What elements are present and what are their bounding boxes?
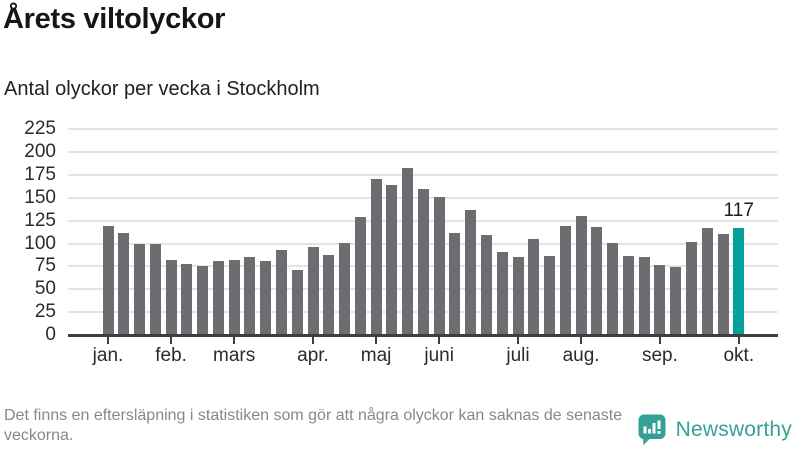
bar (339, 242, 351, 335)
bar (544, 256, 556, 335)
x-axis-tick (580, 337, 583, 344)
y-axis-tick-label: 100 (24, 232, 56, 254)
x-axis-tick (375, 337, 378, 344)
bar (701, 227, 713, 335)
chart-title: Årets viltolyckor (3, 3, 226, 35)
x-axis-month-label: feb. (155, 345, 187, 366)
bar (622, 256, 634, 335)
bar (449, 232, 461, 335)
bar (575, 216, 587, 335)
bar (638, 257, 650, 335)
x-axis-month-label: aug. (562, 345, 600, 366)
newsworthy-logo-text: Newsworthy (675, 417, 792, 441)
gridline (68, 151, 778, 154)
y-axis-tick-label: 125 (24, 209, 56, 231)
bar (323, 255, 335, 335)
x-axis-tick (312, 337, 314, 344)
x-axis-tick (233, 337, 236, 344)
bar (149, 243, 161, 335)
x-axis-month-label: juli (506, 345, 530, 366)
gridline (68, 128, 778, 131)
y-axis-tick-label: 175 (24, 163, 56, 185)
bar (386, 184, 398, 335)
bar (433, 196, 445, 335)
x-axis-tick (107, 337, 109, 344)
x-axis-month-label: juni (424, 345, 454, 366)
y-axis-tick-label: 0 (45, 324, 56, 345)
x-axis-month-label: mars (213, 345, 256, 366)
footnote: Det finns en eftersläpning i statistiken… (4, 407, 623, 444)
bar (165, 259, 177, 335)
highlight-value-label: 117 (723, 199, 754, 221)
bar (496, 251, 508, 335)
bar (197, 266, 209, 335)
x-axis-month-label: maj (360, 345, 392, 366)
bar (591, 227, 603, 335)
x-axis-tick (737, 337, 740, 344)
bar (528, 238, 540, 335)
y-axis-tick-label: 25 (34, 301, 56, 323)
y-axis-tick-label: 50 (34, 278, 56, 300)
x-axis-tick (170, 337, 173, 344)
x-axis-tick (438, 337, 441, 344)
y-axis-tick-label: 225 (24, 118, 56, 140)
bar (212, 260, 224, 335)
bar (354, 216, 366, 335)
bar-chart: 0 25 50 75 100 125 150 175 200 225 jan. feb. mars apr… (24, 118, 778, 366)
newsworthy-logo: Newsworthy (636, 413, 792, 446)
y-axis-tick-label: 75 (34, 255, 56, 277)
bar (512, 257, 524, 335)
x-axis-line (68, 334, 778, 337)
bar (307, 247, 319, 335)
gridline (68, 173, 778, 176)
bar (670, 267, 682, 335)
bar (260, 260, 272, 335)
x-axis-month-label: okt. (723, 345, 755, 366)
bar (480, 235, 492, 335)
bar (717, 234, 729, 335)
bar (102, 226, 114, 335)
bar (275, 249, 287, 335)
x-axis-month-label: jan. (92, 345, 124, 366)
bar (228, 259, 240, 335)
x-axis-month-label: sep. (641, 345, 678, 366)
bar-highlighted (733, 227, 745, 335)
bar (402, 167, 414, 335)
bar (118, 233, 130, 335)
y-axis-tick-label: 200 (24, 141, 56, 163)
bar (181, 263, 193, 335)
bar (654, 265, 666, 335)
x-axis-tick (658, 337, 661, 344)
bar (559, 226, 571, 335)
x-axis-tick (517, 337, 520, 344)
bar (370, 178, 382, 335)
bar (134, 243, 146, 335)
bar (465, 209, 477, 335)
bar (685, 241, 697, 335)
y-axis-tick-label: 150 (24, 186, 56, 208)
bar (417, 188, 429, 335)
bar (291, 270, 303, 335)
newsworthy-logo-icon (638, 414, 666, 445)
bar (244, 257, 256, 335)
chart-subtitle: Antal olyckor per vecka i Stockholm (4, 78, 320, 100)
bar (607, 242, 619, 335)
x-axis-month-label: apr. (297, 345, 329, 366)
